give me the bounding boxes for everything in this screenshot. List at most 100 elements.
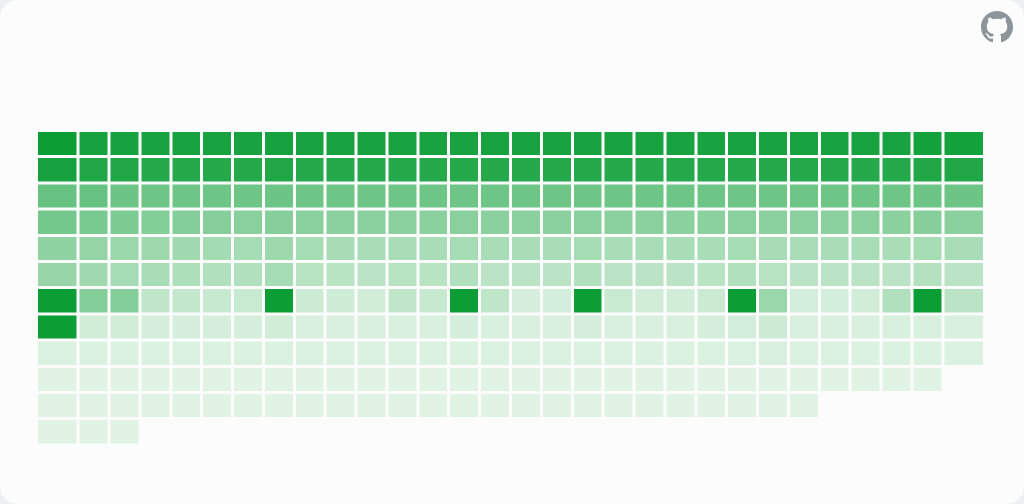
heatmap-cell — [264, 158, 293, 182]
heatmap-cell — [38, 367, 77, 391]
heatmap-cell — [264, 394, 293, 418]
heatmap-cell — [820, 315, 849, 339]
heatmap-cell — [141, 394, 170, 418]
heatmap-cell — [944, 289, 983, 313]
heatmap-cell — [357, 132, 386, 156]
heatmap-cell — [203, 210, 232, 234]
heatmap-cell — [728, 341, 757, 365]
heatmap-cell — [542, 315, 571, 339]
heatmap-cell — [450, 236, 479, 260]
heatmap-cell — [789, 289, 818, 313]
heatmap-cell — [203, 132, 232, 156]
heatmap-cell — [110, 394, 139, 418]
heatmap-cell — [388, 158, 417, 182]
heatmap-cell — [573, 289, 602, 313]
heatmap-cell — [573, 184, 602, 208]
heatmap-cell — [512, 210, 540, 234]
heatmap-cell — [542, 263, 571, 287]
heatmap-cell — [697, 210, 726, 234]
heatmap-cell — [141, 263, 170, 287]
heatmap-cell — [481, 289, 509, 313]
heatmap-cell — [851, 132, 880, 156]
heatmap-cell — [481, 210, 509, 234]
heatmap-cell — [728, 210, 757, 234]
heatmap-cell — [759, 158, 787, 182]
heatmap-cell — [110, 341, 139, 365]
heatmap-cell — [573, 263, 602, 287]
heatmap-cell — [481, 367, 509, 391]
heatmap-cell — [450, 394, 479, 418]
heatmap-cell — [882, 341, 911, 365]
heatmap-cell — [388, 263, 417, 287]
heatmap-cell — [697, 263, 726, 287]
heatmap-cell — [110, 420, 139, 444]
heatmap-cell — [697, 289, 726, 313]
heatmap-cell — [944, 341, 983, 365]
heatmap-cell — [820, 236, 849, 260]
heatmap-cell — [388, 236, 417, 260]
heatmap-cell — [882, 236, 911, 260]
heatmap-cell — [944, 210, 983, 234]
heatmap-cell — [264, 341, 293, 365]
heatmap-cell — [203, 315, 232, 339]
heatmap-cell — [264, 367, 293, 391]
heatmap-cell — [326, 132, 355, 156]
heatmap-cell — [141, 158, 170, 182]
heatmap-cell — [604, 341, 633, 365]
heatmap-cell — [326, 315, 355, 339]
heatmap-cell — [419, 367, 448, 391]
heatmap-cell — [79, 289, 108, 313]
heatmap-cell — [635, 315, 664, 339]
heatmap-cell — [388, 184, 417, 208]
heatmap-cell — [512, 158, 540, 182]
heatmap-cell — [666, 341, 695, 365]
heatmap-cell — [604, 132, 633, 156]
heatmap-cell — [38, 158, 77, 182]
heatmap-cell — [666, 236, 695, 260]
heatmap-cell — [357, 341, 386, 365]
heatmap-cell — [264, 184, 293, 208]
heatmap-cell — [697, 315, 726, 339]
heatmap-cell — [326, 341, 355, 365]
heatmap-cell — [820, 132, 849, 156]
heatmap-cell — [851, 289, 880, 313]
github-link[interactable] — [980, 10, 1014, 44]
heatmap-cell — [573, 394, 602, 418]
heatmap-cell — [326, 289, 355, 313]
heatmap-cell — [203, 236, 232, 260]
heatmap-cell — [79, 367, 108, 391]
heatmap-cell — [789, 367, 818, 391]
heatmap-cell — [295, 367, 324, 391]
heatmap-cell — [110, 132, 139, 156]
heatmap-cell — [141, 236, 170, 260]
heatmap-cell — [512, 289, 540, 313]
heatmap-cell — [264, 315, 293, 339]
heatmap-cell — [110, 315, 139, 339]
heatmap-cell — [172, 132, 201, 156]
heatmap-cell — [759, 367, 787, 391]
heatmap-cell — [666, 158, 695, 182]
heatmap-cell — [728, 132, 757, 156]
heatmap-cell — [913, 236, 942, 260]
heatmap-cell — [944, 315, 983, 339]
heatmap-cell — [38, 263, 77, 287]
heatmap-cell — [759, 236, 787, 260]
heatmap-cell — [697, 236, 726, 260]
heatmap-cell — [326, 158, 355, 182]
heatmap-cell — [388, 367, 417, 391]
heatmap-cell — [419, 394, 448, 418]
heatmap-cell — [481, 132, 509, 156]
heatmap-cell — [172, 315, 201, 339]
heatmap-cell — [512, 132, 540, 156]
heatmap-cell — [141, 367, 170, 391]
heatmap-cell — [295, 263, 324, 287]
heatmap-cell — [789, 158, 818, 182]
heatmap-cell — [419, 341, 448, 365]
heatmap-cell — [944, 263, 983, 287]
heatmap-cell — [635, 158, 664, 182]
heatmap-cell — [789, 394, 818, 418]
heatmap-cell — [542, 158, 571, 182]
heatmap-cell — [79, 158, 108, 182]
heatmap-cell — [820, 367, 849, 391]
heatmap-cell — [666, 394, 695, 418]
